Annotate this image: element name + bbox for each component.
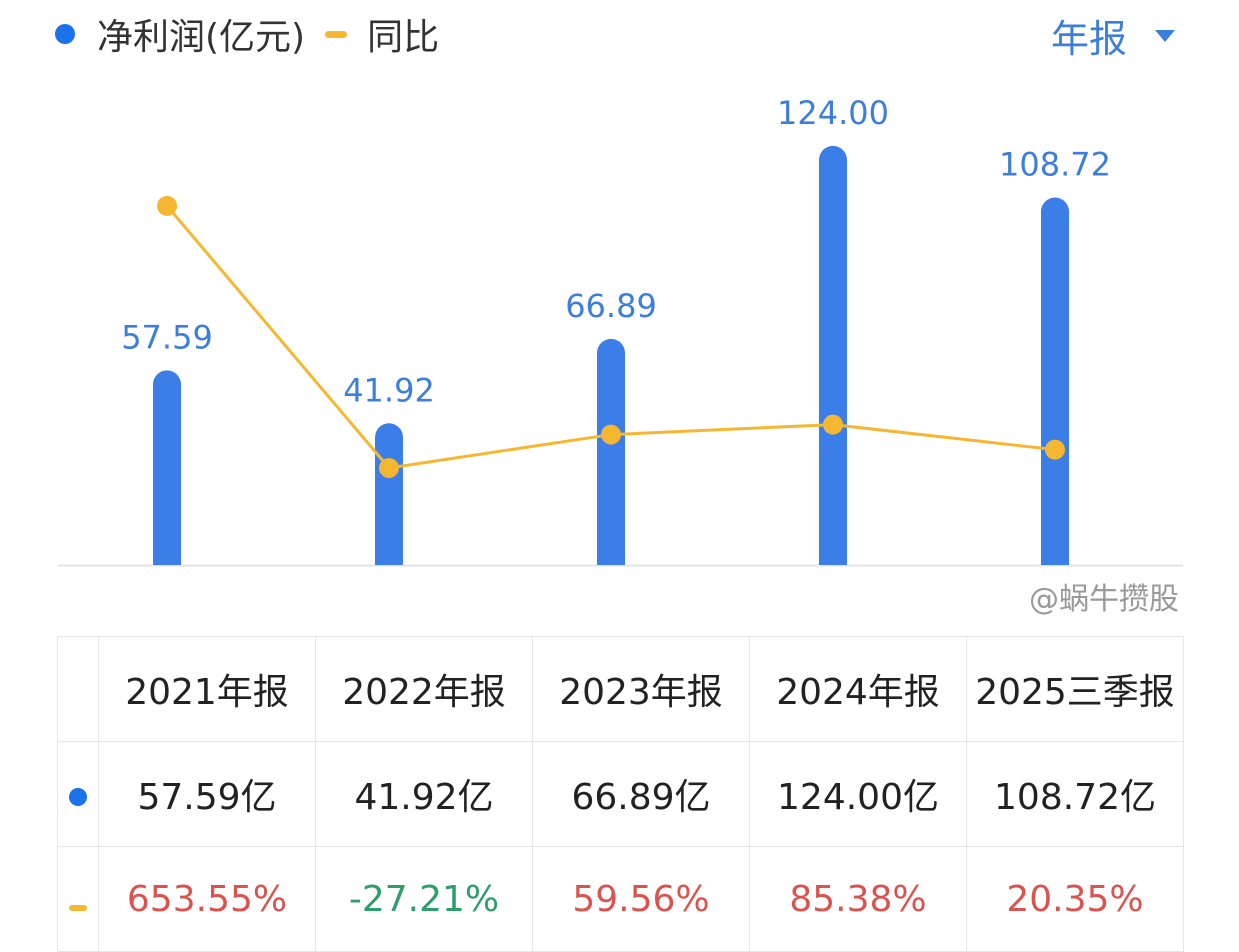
- cell: 20.35%: [966, 846, 1184, 952]
- line-series-dash-icon: [69, 904, 87, 911]
- cell: 653.55%: [98, 846, 316, 952]
- table-row-yoy: 653.55% -27.21% 59.56% 85.38% 20.35%: [57, 846, 1184, 952]
- legend: 净利润(亿元) 同比: [55, 8, 439, 60]
- bar-data-label: 124.00: [777, 94, 889, 132]
- header-cell: 2024年报: [749, 636, 967, 742]
- bar: [375, 423, 403, 565]
- cell: 108.72亿: [966, 741, 1184, 847]
- yoy-point: [823, 414, 843, 435]
- period-selector[interactable]: 年报: [1051, 8, 1175, 63]
- cell: 57.59亿: [98, 741, 316, 847]
- cell: 66.89亿: [532, 741, 750, 847]
- header-cell: 2025三季报: [966, 636, 1184, 742]
- bar-data-label: 57.59: [121, 318, 213, 356]
- legend-series1: 净利润(亿元): [97, 17, 306, 58]
- bar-data-label: 108.72: [999, 146, 1111, 184]
- bar-legend-dot-icon: [55, 24, 75, 44]
- legend-series2: 同比: [367, 17, 440, 58]
- cell: 41.92亿: [315, 741, 533, 847]
- watermark: @蜗牛攒股: [1029, 582, 1179, 617]
- bar: [819, 145, 847, 566]
- yoy-point: [601, 424, 621, 445]
- header-cell: 2021年报: [98, 636, 316, 742]
- bar: [597, 338, 625, 565]
- cell: 124.00亿: [749, 741, 967, 847]
- bar: [1041, 197, 1069, 565]
- yoy-point: [157, 195, 177, 216]
- table-row-profit: 57.59亿 41.92亿 66.89亿 124.00亿 108.72亿: [57, 741, 1184, 847]
- yoy-point: [1045, 439, 1065, 460]
- cell: 59.56%: [532, 846, 750, 952]
- chart: 57.59 41.92 66.89 124.00 108.72: [58, 94, 1183, 567]
- cell: 85.38%: [749, 846, 967, 952]
- yoy-point: [379, 457, 399, 478]
- line-legend-dash-icon: [325, 30, 348, 38]
- period-label: 年报: [1050, 17, 1127, 61]
- bar-data-label: 41.92: [343, 371, 435, 409]
- caret-down-icon: [1155, 29, 1175, 42]
- data-table: 2021年报 2022年报 2023年报 2024年报 2025三季报 57.5…: [57, 636, 1184, 952]
- bar: [153, 370, 181, 565]
- cell: -27.21%: [315, 846, 533, 952]
- bar-data-label: 66.89: [565, 287, 657, 325]
- header-cell: 2023年报: [532, 636, 750, 742]
- header-cell: 2022年报: [315, 636, 533, 742]
- bar-series-dot-icon: [69, 787, 87, 806]
- table-header-row: 2021年报 2022年报 2023年报 2024年报 2025三季报: [57, 636, 1184, 742]
